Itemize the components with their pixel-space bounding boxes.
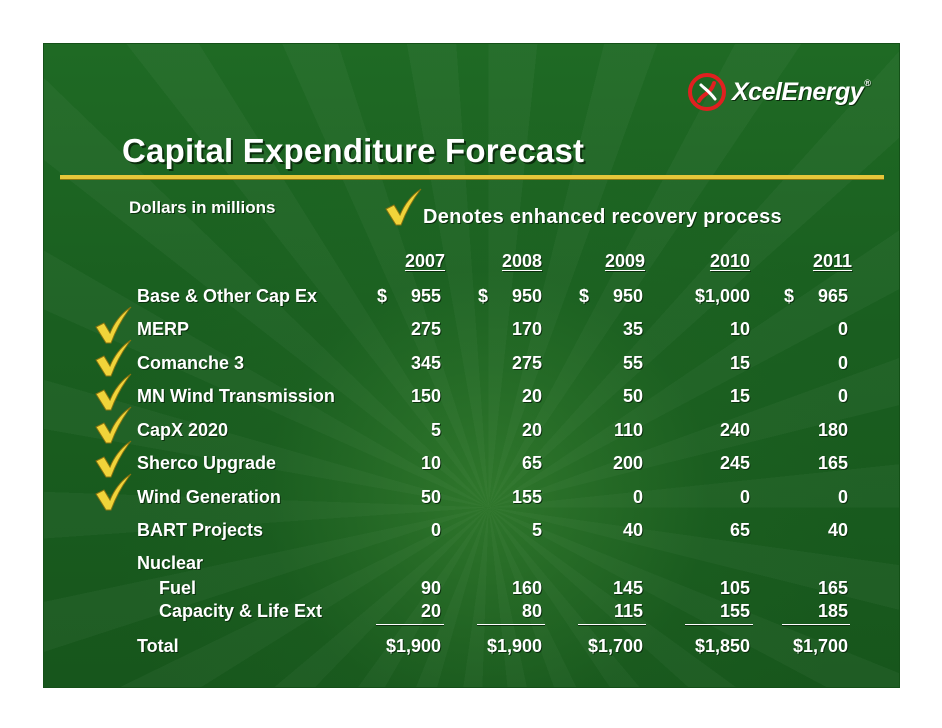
cell-value: 90	[420, 578, 441, 598]
cell-value: 185	[817, 601, 848, 621]
row-label: Sherco Upgrade	[137, 453, 277, 473]
checkmark-icon	[95, 373, 132, 411]
cell-value: 950	[511, 286, 542, 306]
cell-value: 955	[410, 286, 441, 306]
row-label: MERP	[137, 319, 190, 339]
slide-background	[43, 43, 900, 688]
cell-value: 40	[622, 520, 643, 540]
cell-value: 80	[521, 601, 542, 621]
sum-underline	[376, 624, 444, 625]
xcel-energy-logo: XcelEnergy®	[688, 73, 871, 111]
cell-value: 0	[739, 487, 750, 507]
cell-value: 20	[521, 386, 542, 406]
cell-value: 275	[511, 353, 542, 373]
cell-value: 150	[410, 386, 441, 406]
total-value: $1,900	[385, 636, 441, 656]
cell-value: 115	[613, 601, 643, 621]
cell-value: 65	[729, 520, 750, 540]
year-header: 2007	[404, 251, 445, 271]
cell-value: 180	[817, 420, 848, 440]
cell-value: 145	[612, 578, 643, 598]
cell-value: 55	[622, 353, 643, 373]
xcel-flame-icon	[688, 73, 726, 111]
dollar-sign: $	[784, 286, 795, 306]
row-label: Base & Other Cap Ex	[137, 286, 318, 306]
total-value: $1,850	[694, 636, 750, 656]
page-title: Capital Expenditure Forecast	[122, 132, 585, 169]
checkmark-icon	[95, 440, 132, 478]
cell-value: 50	[420, 487, 441, 507]
cell-value: 160	[511, 578, 542, 598]
cell-value: 50	[622, 386, 643, 406]
legend-text: Denotes enhanced recovery process	[423, 206, 782, 228]
cell-value: 15	[729, 353, 750, 373]
cell-value: 0	[837, 386, 848, 406]
year-header: 2010	[709, 251, 750, 271]
cell-value: 275	[410, 319, 441, 339]
total-label: Total	[137, 636, 179, 656]
cell-value: 105	[719, 578, 750, 598]
cell-value: 950	[612, 286, 643, 306]
cell-value: 10	[420, 453, 441, 473]
cell-value: 345	[410, 353, 441, 373]
cell-value: 0	[837, 487, 848, 507]
row-label: Comanche 3	[137, 353, 245, 373]
cell-value: 0	[430, 520, 441, 540]
cell-value: 35	[622, 319, 643, 339]
legend-checkmark-icon	[385, 188, 422, 226]
cell-value: 0	[632, 487, 643, 507]
total-value: $1,700	[792, 636, 848, 656]
cell-value: 20	[521, 420, 542, 440]
row-label: MN Wind Transmission	[137, 386, 335, 406]
cell-value: 165	[817, 453, 848, 473]
row-label: Fuel	[159, 578, 197, 598]
cell-value: 240	[719, 420, 750, 440]
cell-value: 200	[612, 453, 643, 473]
cell-value: $1,000	[694, 286, 750, 306]
cell-value: 0	[837, 319, 848, 339]
cell-value: 245	[719, 453, 750, 473]
cell-value: 65	[521, 453, 542, 473]
row-group-label: Nuclear	[137, 553, 204, 573]
checkmark-icon	[95, 406, 132, 444]
cell-value: 965	[817, 286, 848, 306]
year-header: 2009	[604, 251, 645, 271]
sum-underline	[685, 624, 753, 625]
year-header: 2011	[812, 251, 852, 271]
row-label: Capacity & Life Ext	[159, 601, 323, 621]
checkmark-icon	[95, 339, 132, 377]
cell-value: 20	[420, 601, 441, 621]
cell-value: 165	[817, 578, 848, 598]
units-note: Dollars in millions	[129, 198, 276, 217]
cell-value: 40	[827, 520, 848, 540]
cell-value: 5	[531, 520, 542, 540]
cell-value: 170	[511, 319, 542, 339]
row-label: CapX 2020	[137, 420, 229, 440]
checkmark-icon	[95, 473, 132, 511]
row-label: BART Projects	[137, 520, 264, 540]
cell-value: 110	[613, 420, 643, 440]
cell-value: 155	[511, 487, 542, 507]
dollar-sign: $	[377, 286, 388, 306]
logo-wordmark: XcelEnergy®	[732, 77, 871, 106]
row-label: Wind Generation	[137, 487, 281, 507]
sum-underline	[477, 624, 545, 625]
year-header: 2008	[501, 251, 542, 271]
total-value: $1,700	[587, 636, 643, 656]
total-value: $1,900	[486, 636, 542, 656]
cell-value: 15	[729, 386, 750, 406]
sum-underline	[782, 624, 850, 625]
dollar-sign: $	[478, 286, 489, 306]
dollar-sign: $	[579, 286, 590, 306]
cell-value: 10	[729, 319, 750, 339]
title-divider	[60, 175, 884, 179]
cell-value: 155	[719, 601, 750, 621]
cell-value: 5	[430, 420, 441, 440]
checkmark-icon	[95, 306, 132, 344]
cell-value: 0	[837, 353, 848, 373]
sum-underline	[578, 624, 646, 625]
